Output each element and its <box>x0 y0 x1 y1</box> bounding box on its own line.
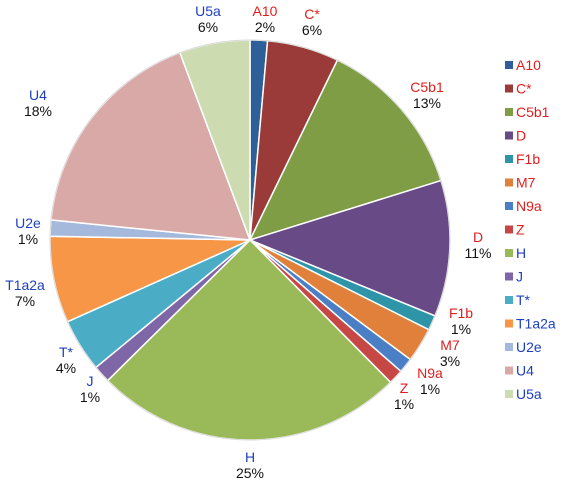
slice-name-label: U4 <box>29 87 47 103</box>
slice-labels: A102%C*6%C5b113%D11%F1b1%M73%N9a1%Z1%H25… <box>5 3 491 481</box>
slice-name-label: Z <box>400 380 409 396</box>
legend-swatch <box>505 249 513 257</box>
slice-percent-label: 13% <box>413 95 441 111</box>
slice-name-label: M7 <box>440 337 460 353</box>
legend-item: T* <box>505 292 531 308</box>
slice-percent-label: 1% <box>420 381 440 397</box>
legend-swatch <box>505 343 513 351</box>
slice-percent-label: 11% <box>465 245 492 261</box>
slice-name-label: T* <box>59 344 74 360</box>
slice-percent-label: 1% <box>394 396 414 412</box>
legend-swatch <box>505 108 513 116</box>
legend-label: H <box>516 245 526 261</box>
slice-name-label: T1a2a <box>5 277 45 293</box>
legend-swatch <box>505 178 513 187</box>
pie-outline <box>49 39 451 441</box>
slice-percent-label: 25% <box>236 465 264 481</box>
slice-percent-label: 6% <box>198 19 218 35</box>
legend-label: Z <box>516 222 525 238</box>
legend-item: N9a <box>505 198 542 214</box>
slice-percent-label: 1% <box>451 321 471 337</box>
legend-label: C5b1 <box>516 104 550 120</box>
legend-swatch <box>505 390 513 398</box>
pie-slices <box>49 39 451 441</box>
legend-item: U4 <box>505 363 534 379</box>
legend-item: T1a2a <box>505 316 556 332</box>
legend-swatch <box>505 225 513 234</box>
legend-label: N9a <box>516 198 542 214</box>
legend-label: U5a <box>516 386 542 402</box>
legend-swatch <box>505 155 513 163</box>
legend-label: J <box>516 269 523 285</box>
slice-percent-label: 4% <box>56 360 76 376</box>
legend-label: M7 <box>516 175 536 191</box>
legend-swatch <box>505 202 513 210</box>
legend-label: U2e <box>516 339 542 355</box>
legend-swatch <box>505 131 513 140</box>
legend-swatch <box>505 296 513 304</box>
slice-percent-label: 1% <box>80 389 100 405</box>
legend-item: D <box>505 128 526 144</box>
legend-item: U5a <box>505 386 542 402</box>
legend-label: U4 <box>516 363 534 379</box>
slice-name-label: J <box>87 373 94 389</box>
slice-percent-label: 1% <box>18 231 38 247</box>
slice-name-label: D <box>473 229 483 245</box>
legend-item: A10 <box>505 57 541 73</box>
legend-item: U2e <box>505 339 542 355</box>
legend-item: F1b <box>505 151 540 167</box>
legend-swatch <box>505 84 513 93</box>
legend: A10 C* C5b1 D F1b M7 N9a ZHJ T* T1a2a U2e U4 U5a <box>505 57 556 402</box>
slice-name-label: H <box>245 449 255 465</box>
slice-percent-label: 6% <box>302 22 322 38</box>
legend-label: T* <box>516 292 531 308</box>
legend-label: F1b <box>516 151 540 167</box>
legend-label: C* <box>516 81 532 97</box>
legend-swatch <box>505 366 513 375</box>
slice-percent-label: 3% <box>440 353 460 369</box>
slice-name-label: C* <box>304 6 320 22</box>
slice-name-label: U2e <box>15 215 41 231</box>
slice-percent-label: 2% <box>255 19 275 35</box>
legend-item: J <box>505 269 523 285</box>
legend-label: T1a2a <box>516 316 556 332</box>
slice-name-label: C5b1 <box>410 79 444 95</box>
slice-name-label: N9a <box>417 365 443 381</box>
slice-name-label: A10 <box>253 3 278 19</box>
slice-name-label: F1b <box>449 305 473 321</box>
legend-item: H <box>505 245 526 261</box>
legend-item: C5b1 <box>505 104 550 120</box>
legend-item: C* <box>505 81 532 97</box>
legend-swatch <box>505 319 513 328</box>
slice-percent-label: 7% <box>15 293 35 309</box>
legend-item: M7 <box>505 175 536 191</box>
legend-label: A10 <box>516 57 541 73</box>
slice-name-label: U5a <box>195 3 221 19</box>
legend-item: Z <box>505 222 525 238</box>
legend-label: D <box>516 128 526 144</box>
legend-swatch <box>505 61 513 69</box>
slice-percent-label: 18% <box>24 103 52 119</box>
legend-swatch <box>505 272 513 281</box>
